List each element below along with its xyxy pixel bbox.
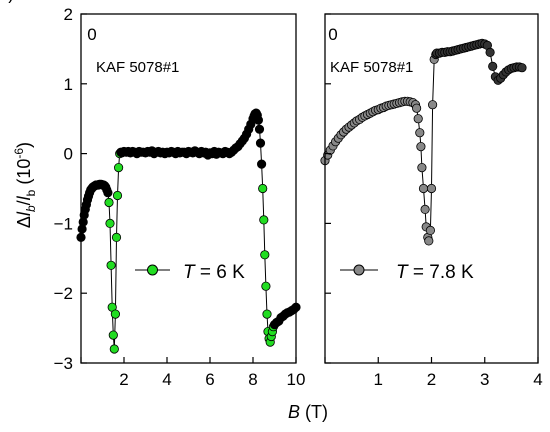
data-point xyxy=(103,188,113,198)
panel-b-legend-text: = 7.8 K xyxy=(408,262,474,283)
data-point xyxy=(488,61,498,72)
data-point xyxy=(262,309,272,319)
data-point xyxy=(114,163,124,173)
data-point xyxy=(260,250,270,260)
ylabel-l2: l xyxy=(14,195,34,200)
y-tick-label: −1 xyxy=(54,214,73,233)
y-tick-label: −3 xyxy=(54,354,73,373)
data-point xyxy=(253,115,263,125)
xlabel-symbol: B xyxy=(288,402,300,422)
ylabel-slash: / xyxy=(14,200,34,205)
x-tick-label: 2 xyxy=(119,370,128,389)
data-point xyxy=(415,128,425,138)
x-tick-label: 0 xyxy=(328,25,337,44)
data-point xyxy=(425,225,435,235)
panel-b-legend-symbol: T xyxy=(396,262,409,283)
panel-b-ticks: 0 1 2 3 4 xyxy=(324,13,543,389)
ylabel-unit: (10 xyxy=(14,159,34,190)
xlabel-unit: (T) xyxy=(300,402,328,422)
ylabel-close: ) xyxy=(14,142,34,148)
panel-a-label: a) xyxy=(0,0,13,4)
x-tick-label: 0 xyxy=(87,25,96,44)
data-point xyxy=(426,183,437,194)
y-tick-label: 0 xyxy=(64,145,73,164)
x-tick-label: 4 xyxy=(162,370,171,389)
panel-a-legend-symbol: T xyxy=(183,262,196,283)
data-point xyxy=(411,103,422,113)
data-point xyxy=(416,142,426,152)
ylabel-sub2: b xyxy=(24,189,38,196)
x-tick-label: 1 xyxy=(374,370,383,389)
data-point xyxy=(417,163,427,173)
data-point xyxy=(485,47,495,58)
data-point xyxy=(110,309,121,319)
data-point xyxy=(420,204,430,214)
panel-a-frame xyxy=(80,13,297,364)
panel-b-legend-label: T = 7.8 K xyxy=(396,262,474,283)
data-point xyxy=(109,344,119,354)
panel-b-points xyxy=(320,38,527,246)
ylabel-sub1: b xyxy=(24,205,38,212)
ylabel-delta: Δ xyxy=(14,216,34,228)
x-tick-label: 2 xyxy=(427,370,436,389)
panel-b-label: b) xyxy=(0,0,13,4)
data-point xyxy=(258,183,268,194)
panel-a-legend-marker xyxy=(147,264,158,276)
data-point xyxy=(108,330,118,340)
data-point xyxy=(413,114,423,124)
data-point xyxy=(424,236,434,246)
panel-a-legend-label: T = 6 K xyxy=(183,262,245,283)
panel-b-legend: T = 7.8 K xyxy=(340,262,474,283)
data-point xyxy=(418,183,429,194)
data-point xyxy=(427,100,438,110)
x-tick-label: 6 xyxy=(205,370,214,389)
panel-a-legend-text: = 6 K xyxy=(195,262,245,283)
panel-b-sample: KAF 5078#1 xyxy=(330,59,413,76)
y-tick-label: 2 xyxy=(64,5,73,24)
data-point xyxy=(105,218,115,228)
x-tick-label: 4 xyxy=(533,370,542,389)
x-tick-label: 10 xyxy=(287,370,306,389)
y-axis-label: Δlb/lb (10-6) xyxy=(12,142,38,228)
panel-b-legend-marker xyxy=(353,264,365,276)
panel-a-points xyxy=(76,108,301,354)
ylabel-exp: -6 xyxy=(12,148,26,159)
data-point xyxy=(517,63,527,73)
data-point xyxy=(254,124,265,134)
data-point xyxy=(106,260,116,270)
panel-a-sample: KAF 5078#1 xyxy=(96,59,179,76)
y-tick-label: 1 xyxy=(64,75,73,94)
data-point xyxy=(259,215,269,225)
panel-b: 0 1 2 3 4 b) KAF 5078#1 T = 7.8 K xyxy=(0,0,543,389)
ylabel-l1: l xyxy=(14,211,34,216)
data-point xyxy=(111,232,122,242)
data-point xyxy=(112,190,123,201)
y-tick-label: −2 xyxy=(54,284,73,303)
panel-a-legend: T = 6 K xyxy=(135,262,245,283)
data-point xyxy=(256,159,267,169)
x-axis-label: B (T) xyxy=(288,402,328,422)
x-tick-label: 3 xyxy=(480,370,489,389)
data-point xyxy=(261,281,271,291)
x-tick-label: 8 xyxy=(248,370,257,389)
data-point xyxy=(255,138,266,148)
data-point xyxy=(104,197,114,208)
